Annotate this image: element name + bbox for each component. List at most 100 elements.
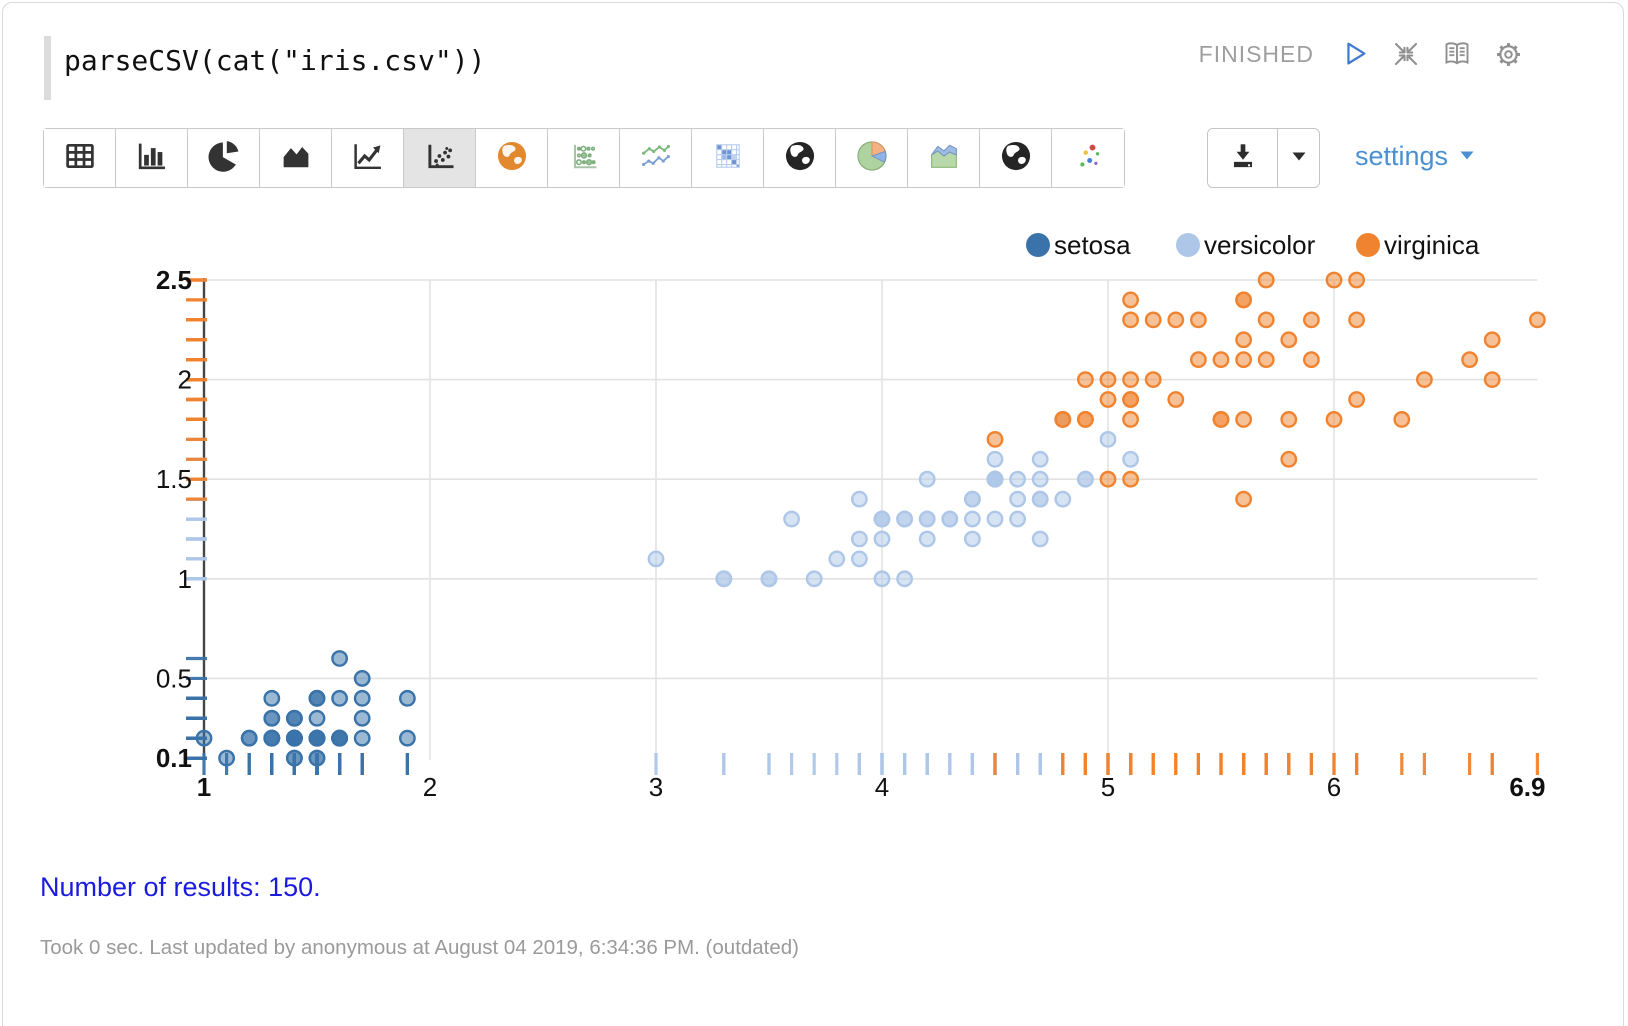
toolbar-area-colored-button[interactable]	[908, 129, 980, 187]
x-tick-label: 6	[1327, 772, 1341, 802]
data-point-setosa	[263, 689, 281, 707]
download-split-button	[1207, 128, 1320, 188]
data-point-versicolor	[760, 570, 778, 588]
legend-swatch	[1026, 233, 1050, 257]
chart-legend: setosa versicolor virginica	[1026, 230, 1480, 260]
toolbar-line-chart-button[interactable]	[332, 129, 404, 187]
data-point-virginica	[1348, 271, 1366, 289]
data-point-virginica	[1167, 311, 1185, 329]
x-tick-label: 1	[197, 772, 211, 802]
data-point-virginica	[1122, 291, 1140, 309]
collapse-icon[interactable]	[1390, 38, 1422, 70]
y-tick-label: 0.1	[156, 743, 192, 773]
gear-icon[interactable]	[1492, 38, 1524, 70]
settings-label: settings	[1355, 141, 1449, 171]
data-point-versicolor	[647, 550, 665, 568]
toolbar-scatter-colored-button[interactable]	[1052, 129, 1124, 187]
y-tick-label: 1	[178, 564, 192, 594]
data-point-versicolor	[986, 450, 1004, 468]
legend-item-versicolor[interactable]: versicolor	[1176, 230, 1316, 260]
control-icons	[1339, 38, 1524, 70]
legend-label: setosa	[1054, 230, 1131, 260]
x-tick-label: 2	[423, 772, 437, 802]
toolbar-globe-dark2-button[interactable]	[980, 129, 1052, 187]
data-point-versicolor	[1077, 470, 1094, 488]
data-point-versicolor	[783, 510, 800, 528]
data-point-setosa	[285, 749, 303, 767]
legend-item-setosa[interactable]: setosa	[1026, 230, 1131, 260]
data-point-versicolor	[1009, 510, 1026, 528]
legend-label: virginica	[1384, 230, 1480, 260]
data-point-setosa	[331, 650, 348, 667]
download-caret-button[interactable]	[1278, 129, 1319, 187]
data-point-setosa	[285, 729, 303, 747]
toolbar-table-button[interactable]	[44, 129, 116, 187]
toolbar-bar-chart-button[interactable]	[116, 129, 188, 187]
toolbar-heatmap-button[interactable]	[692, 129, 764, 187]
data-point-virginica	[1280, 411, 1298, 428]
legend-item-virginica[interactable]: virginica	[1356, 230, 1480, 260]
bar-chart-icon	[134, 138, 170, 179]
data-point-virginica	[1077, 371, 1094, 389]
data-point-versicolor	[873, 510, 891, 528]
data-point-virginica	[1190, 311, 1207, 329]
scatter-matrix-icon	[566, 138, 602, 179]
settings-dropdown[interactable]: settings	[1355, 141, 1477, 172]
globe-dark2-icon	[998, 138, 1034, 179]
data-point-versicolor	[964, 490, 981, 508]
data-point-virginica	[1303, 351, 1320, 369]
data-point-versicolor	[828, 550, 846, 568]
run-icon[interactable]	[1339, 38, 1371, 70]
data-point-versicolor	[964, 510, 981, 528]
data-point-versicolor	[873, 570, 891, 588]
data-point-versicolor	[918, 510, 936, 528]
results-text: Number of results: 150.	[40, 872, 321, 902]
data-point-virginica	[1122, 411, 1140, 428]
data-point-virginica	[1280, 331, 1298, 349]
data-point-virginica	[1235, 351, 1253, 369]
legend-label: versicolor	[1204, 230, 1316, 260]
data-point-virginica	[986, 430, 1004, 448]
data-point-virginica	[1461, 351, 1479, 369]
data-point-versicolor	[896, 570, 913, 588]
data-point-versicolor	[918, 470, 936, 488]
data-point-virginica	[1212, 411, 1230, 428]
data-point-setosa	[353, 670, 371, 687]
toolbar-multi-line-chart-button[interactable]	[620, 129, 692, 187]
book-icon[interactable]	[1441, 38, 1473, 70]
toolbar-scatter-chart-button[interactable]	[404, 129, 476, 187]
rug-marks	[186, 278, 1540, 775]
data-point-versicolor	[918, 530, 936, 548]
globe-dark-icon	[782, 138, 818, 179]
data-point-setosa	[263, 729, 281, 747]
data-point-virginica	[1054, 411, 1072, 428]
heatmap-icon	[710, 138, 746, 179]
toolbar-area-chart-button[interactable]	[260, 129, 332, 187]
toolbar-globe-dark-button[interactable]	[764, 129, 836, 187]
data-points	[195, 271, 1546, 767]
data-point-versicolor	[986, 510, 1004, 528]
data-point-virginica	[1235, 490, 1253, 508]
scatter-colored-icon	[1070, 138, 1106, 179]
toolbar-scatter-matrix-button[interactable]	[548, 129, 620, 187]
data-point-setosa	[263, 709, 281, 727]
toolbar-pie-colored-button[interactable]	[836, 129, 908, 187]
data-point-virginica	[1393, 411, 1411, 428]
data-point-virginica	[1280, 450, 1298, 468]
code-editor-line[interactable]: parseCSV(cat("iris.csv"))	[64, 44, 486, 77]
toolbar-globe-orange-button[interactable]	[476, 129, 548, 187]
globe-orange-icon	[494, 138, 530, 179]
data-point-virginica	[1303, 311, 1320, 329]
toolbar-pie-chart-button[interactable]	[188, 129, 260, 187]
download-button[interactable]	[1208, 129, 1278, 187]
data-point-virginica	[1077, 411, 1094, 428]
multi-line-chart-icon	[638, 138, 674, 179]
data-point-setosa	[308, 749, 326, 767]
data-point-versicolor	[941, 510, 959, 528]
code-gutter-bar	[44, 36, 51, 100]
table-icon	[62, 138, 98, 179]
data-point-versicolor	[1054, 490, 1072, 508]
y-tick-label: 1.5	[156, 464, 192, 494]
y-tick-label: 2.5	[156, 265, 192, 295]
